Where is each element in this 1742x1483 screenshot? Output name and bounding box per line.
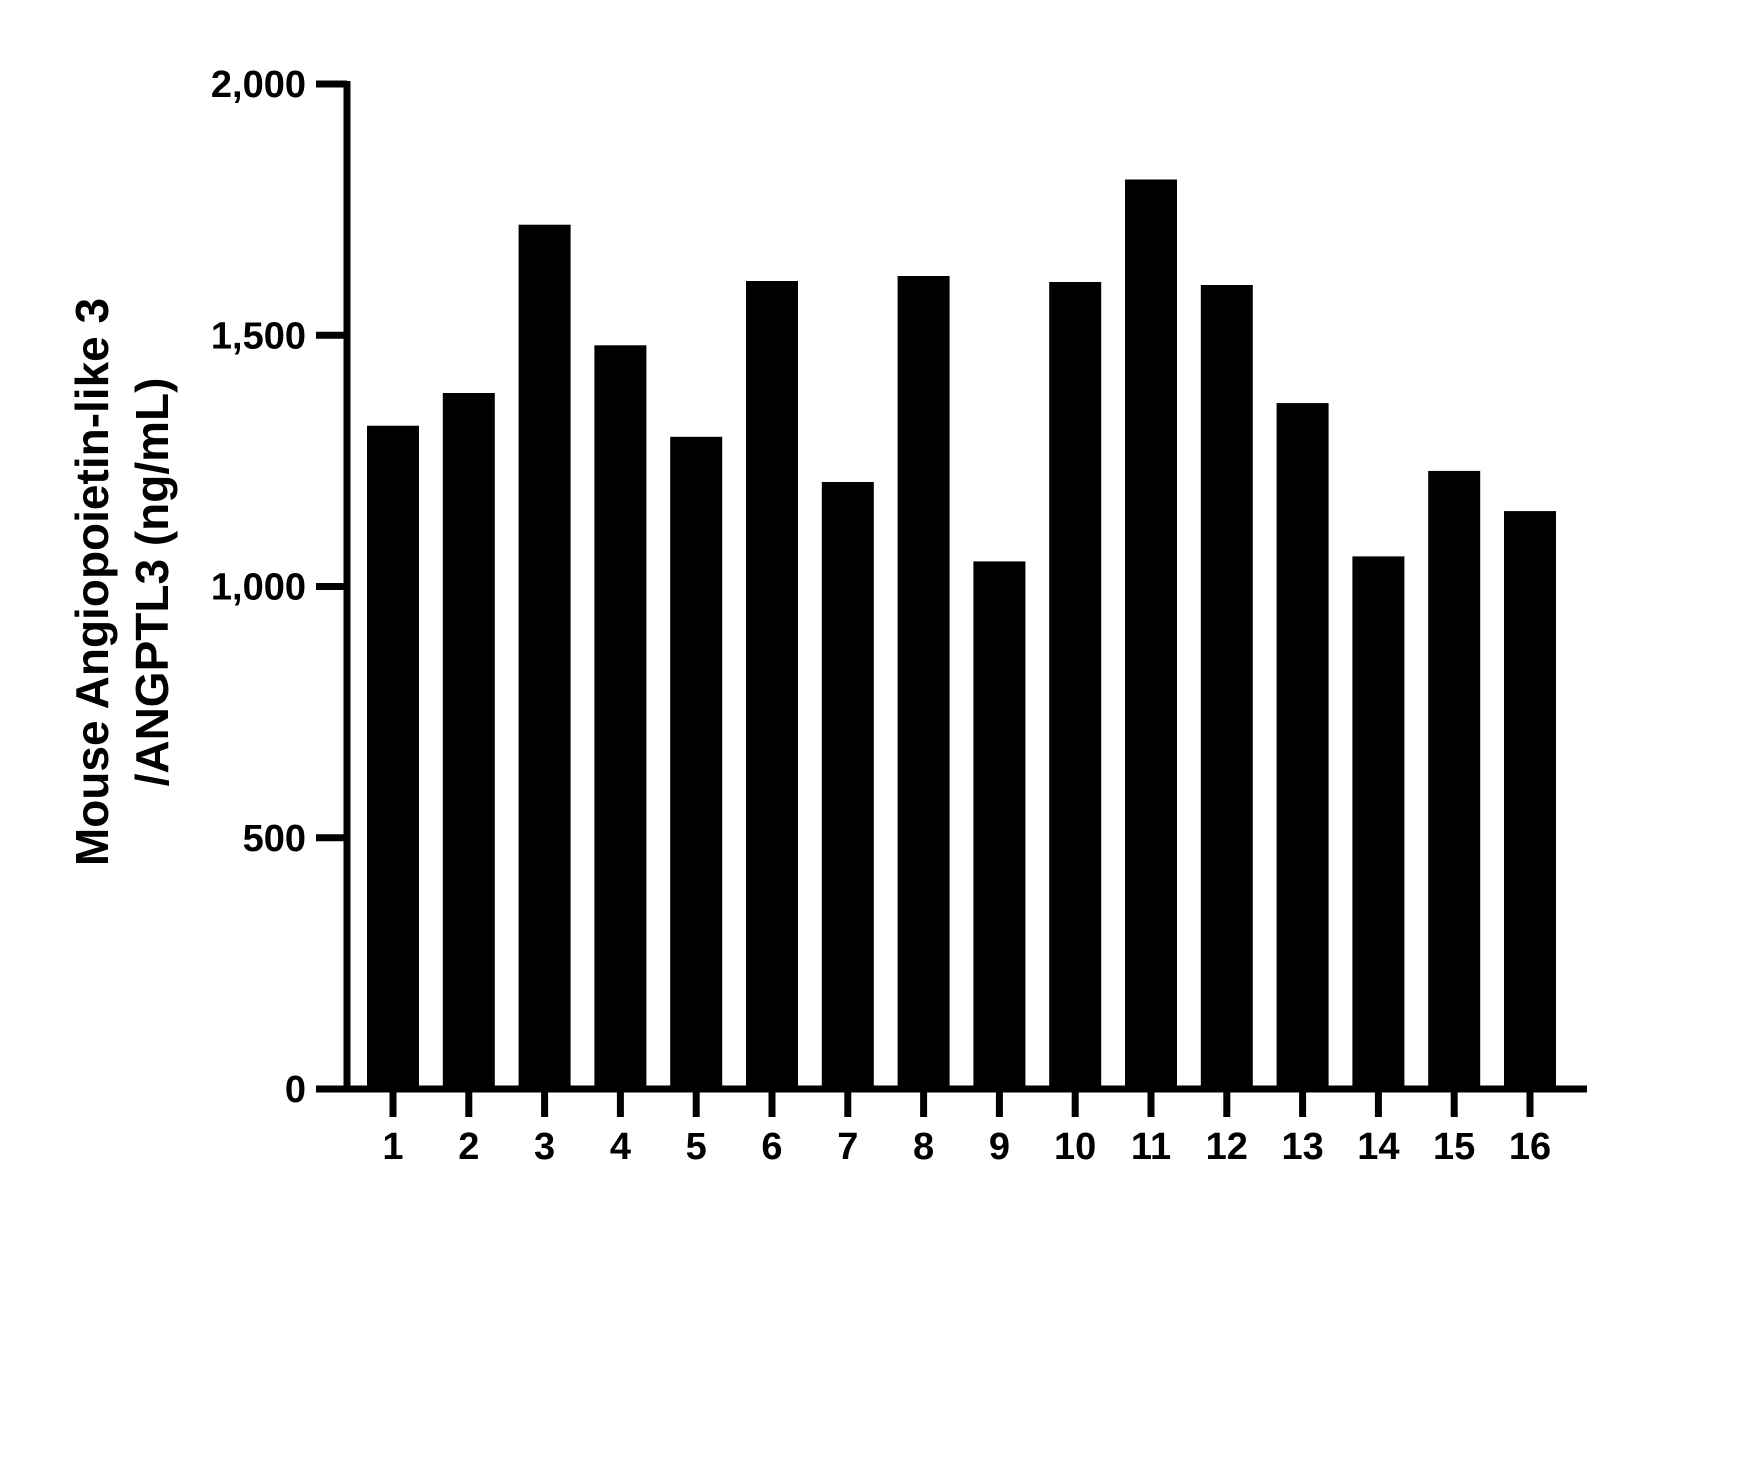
x-tick-label: 6 xyxy=(761,1126,782,1168)
x-ticks: 1 2 3 4 5 6 7 8 9 10 11 12 13 14 15 16 xyxy=(382,1089,1551,1168)
y-axis-title: Mouse Angiopoietin-like 3 /ANGPTL3 (ng/m… xyxy=(66,298,178,866)
bar-1 xyxy=(367,425,419,1089)
x-tick-label: 16 xyxy=(1509,1126,1551,1168)
bar-7 xyxy=(821,482,874,1089)
x-tick-label: 5 xyxy=(686,1126,707,1168)
bar-4 xyxy=(594,345,647,1089)
x-tick-label: 13 xyxy=(1281,1126,1323,1168)
x-tick-label: 9 xyxy=(989,1126,1010,1168)
bar-11 xyxy=(1125,179,1177,1089)
x-tick-label: 11 xyxy=(1131,1126,1171,1168)
x-tick-label: 15 xyxy=(1433,1126,1475,1168)
bar-12 xyxy=(1200,285,1253,1089)
y-tick-label: 500 xyxy=(243,818,306,860)
y-ticks: 0 500 1,000 1,500 2,000 xyxy=(211,64,347,1111)
bar-13 xyxy=(1276,403,1329,1090)
y-tick-label: 0 xyxy=(285,1069,306,1111)
bar-5 xyxy=(670,436,723,1089)
y-axis-title-line-2: /ANGPTL3 (ng/mL) xyxy=(126,378,178,787)
x-tick-label: 7 xyxy=(837,1126,858,1168)
bar-8 xyxy=(897,276,950,1089)
y-axis-title-line-1: Mouse Angiopoietin-like 3 xyxy=(66,298,118,866)
bar-6 xyxy=(746,281,798,1089)
bars-layer xyxy=(367,179,1556,1090)
bar-10 xyxy=(1049,282,1102,1089)
bar-15 xyxy=(1428,470,1481,1089)
y-tick-label: 2,000 xyxy=(211,64,306,106)
x-tick-label: 10 xyxy=(1054,1126,1096,1168)
bar-14 xyxy=(1352,556,1405,1089)
bar-9 xyxy=(973,561,1026,1089)
y-tick-label: 1,500 xyxy=(211,315,306,357)
bar-3 xyxy=(518,224,571,1089)
y-tick-label: 1,000 xyxy=(211,567,306,609)
x-tick-label: 8 xyxy=(913,1126,934,1168)
x-tick-label: 3 xyxy=(534,1126,555,1168)
bar-16 xyxy=(1504,511,1556,1090)
bar-2 xyxy=(442,393,495,1089)
x-tick-label: 12 xyxy=(1206,1126,1248,1168)
x-tick-label: 14 xyxy=(1357,1126,1399,1168)
x-tick-label: 2 xyxy=(458,1126,479,1168)
x-tick-label: 1 xyxy=(382,1126,403,1168)
x-tick-label: 4 xyxy=(610,1126,631,1168)
